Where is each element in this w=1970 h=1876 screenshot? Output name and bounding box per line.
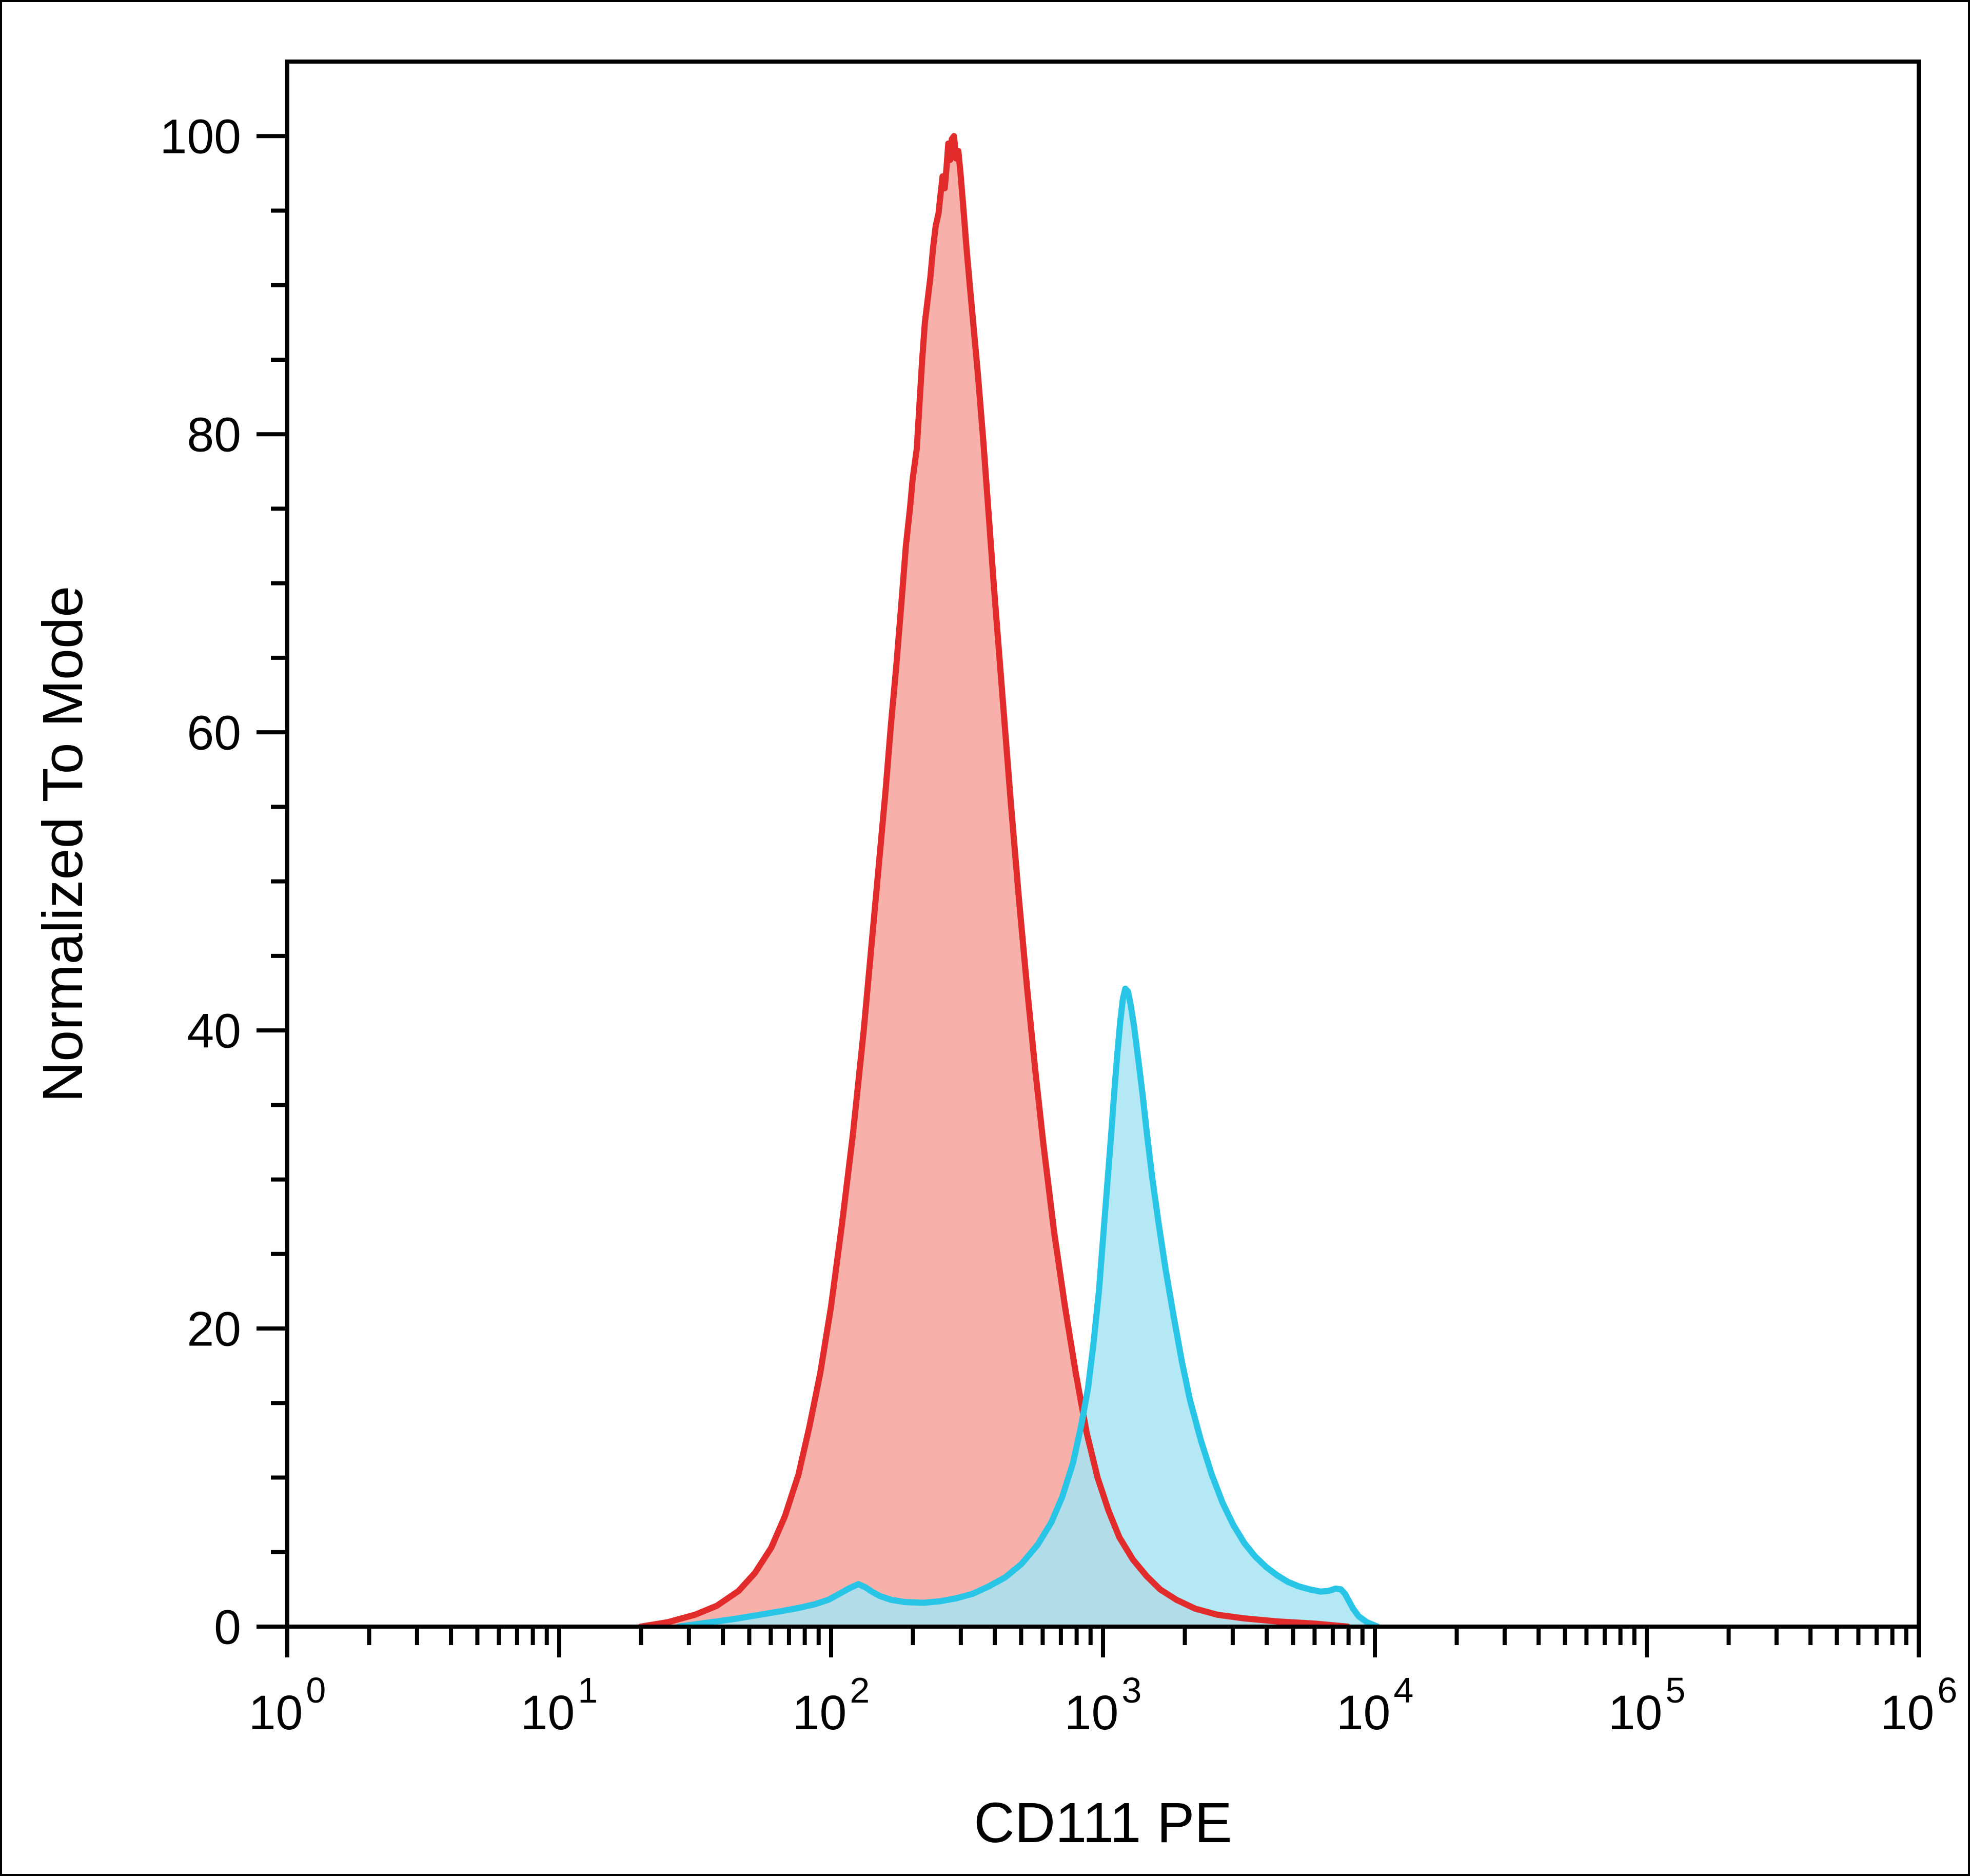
y-tick-label: 100 (160, 109, 241, 164)
y-tick-label: 40 (187, 1004, 241, 1058)
x-axis-label: CD111 PE (974, 1791, 1232, 1854)
y-tick-label: 20 (187, 1302, 241, 1356)
y-tick-label: 60 (187, 706, 241, 760)
flow-cytometry-histogram: 100101102103104105106CD111 PE02040608010… (0, 0, 1970, 1876)
y-axis-label: Normalized To Mode (31, 586, 94, 1103)
y-tick-label: 80 (187, 407, 241, 462)
y-tick-label: 0 (214, 1600, 241, 1654)
